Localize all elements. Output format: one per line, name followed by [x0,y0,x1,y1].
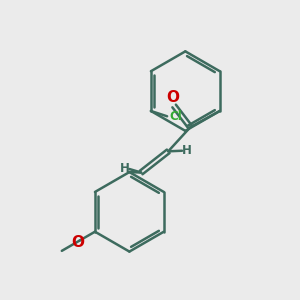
Text: O: O [72,235,85,250]
Text: H: H [120,163,130,176]
Text: H: H [182,144,191,157]
Text: O: O [166,90,179,105]
Text: Cl: Cl [169,110,182,123]
